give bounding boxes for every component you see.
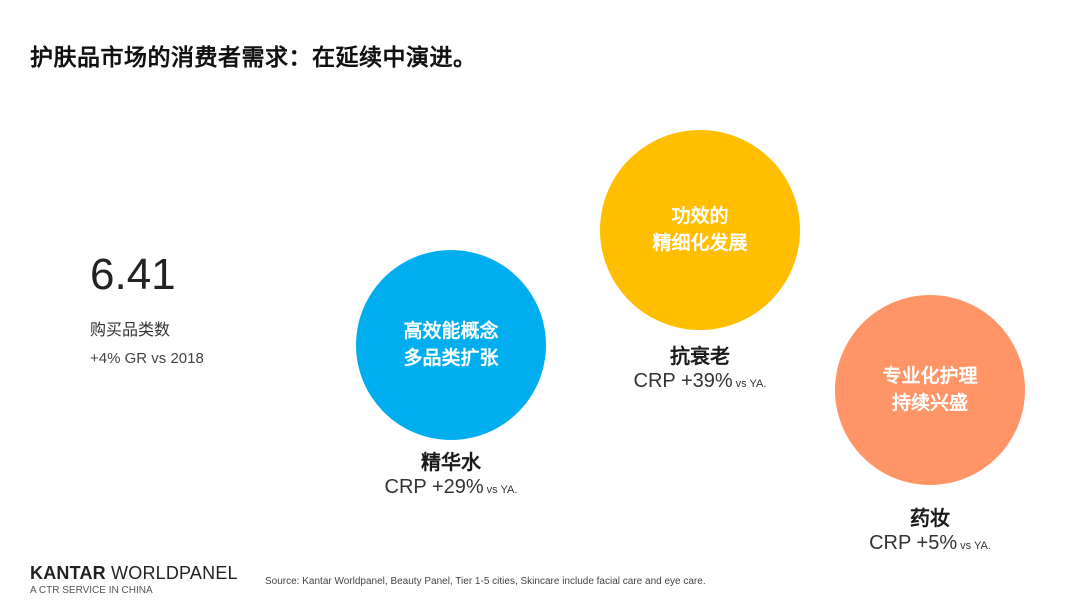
- bubble-line-1: 功效的: [671, 205, 729, 227]
- caption-metric: CRP +5% vs YA.: [830, 531, 1030, 558]
- caption-anti-aging: 抗衰老 CRP +39% vs YA.: [600, 343, 800, 396]
- bubble-line-2: 多品类扩张: [403, 347, 499, 369]
- bubble-multi-category: 高效能概念 多品类扩张: [356, 250, 546, 440]
- stat-label: 购买品类数: [90, 320, 171, 339]
- kantar-logo: KANTAR WORLDPANEL A CTR SERVICE IN CHINA: [30, 563, 238, 596]
- caption-cosmeceutical: 药妆 CRP +5% vs YA.: [830, 505, 1030, 558]
- caption-name: 精华水: [421, 450, 481, 474]
- page-title: 护肤品市场的消费者需求：在延续中演进。: [30, 45, 477, 71]
- stat-growth: +4% GR vs 2018: [90, 350, 204, 367]
- bubble-line-1: 高效能概念: [403, 320, 499, 342]
- metric-value: CRP +29%: [384, 476, 484, 498]
- bubble-professional-care: 专业化护理 持续兴盛: [835, 295, 1025, 485]
- caption-metric: CRP +29% vs YA.: [351, 475, 551, 502]
- brand-subtitle: A CTR SERVICE IN CHINA: [30, 585, 153, 596]
- caption-metric: CRP +39% vs YA.: [600, 369, 800, 396]
- brand-name-bold: KANTAR: [30, 563, 106, 583]
- caption-essence-water: 精华水 CRP +29% vs YA.: [351, 449, 551, 502]
- category-count-stat: 6.41 购买品类数 +4% GR vs 2018: [90, 250, 204, 367]
- bubble-line-2: 持续兴盛: [891, 392, 968, 414]
- caption-name: 抗衰老: [670, 344, 730, 368]
- source-note: Source: Kantar Worldpanel, Beauty Panel,…: [265, 576, 706, 587]
- bubble-line-1: 专业化护理: [882, 365, 978, 387]
- bubble-efficacy: 功效的 精细化发展: [600, 130, 800, 330]
- metric-suffix: vs YA.: [486, 484, 518, 496]
- metric-value: CRP +5%: [869, 532, 958, 554]
- caption-name: 药妆: [910, 506, 950, 530]
- stat-value: 6.41: [90, 250, 176, 299]
- brand-name-rest: WORLDPANEL: [105, 563, 238, 583]
- bubble-line-2: 精细化发展: [652, 232, 748, 254]
- metric-suffix: vs YA.: [960, 540, 991, 552]
- brand-name: KANTAR WORLDPANEL: [30, 563, 238, 583]
- metric-suffix: vs YA.: [735, 378, 767, 390]
- metric-value: CRP +39%: [633, 370, 733, 392]
